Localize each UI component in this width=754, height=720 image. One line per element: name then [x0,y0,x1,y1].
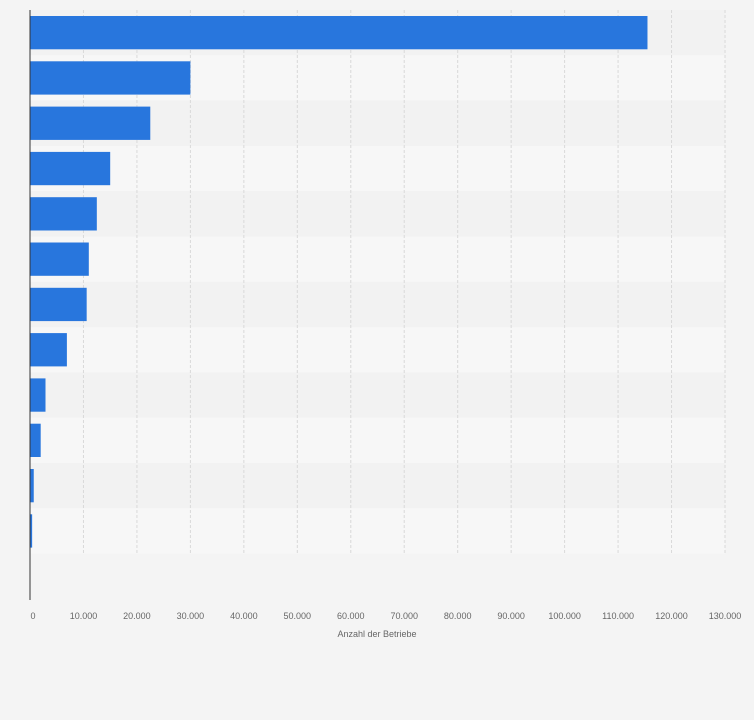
x-tick-label: 40.000 [230,611,258,621]
bar [30,197,97,231]
x-tick-label: 110.000 [602,611,634,621]
bar [30,378,46,412]
row-band [30,281,725,328]
x-tick-label: 120.000 [655,611,688,621]
x-tick-label: 80.000 [444,611,472,621]
gridlines [82,10,726,554]
x-tick-label: 90.000 [497,611,525,621]
x-tick-label: 0 [30,611,35,621]
bar [30,151,111,186]
bar [30,287,87,322]
x-tick-label: 60.000 [337,611,365,621]
x-tick-labels: 0 10.000 20.000 30.000 40.000 50.000 60.000 70.… [30,611,741,621]
row-band [30,463,725,509]
row-band [30,236,725,282]
bar [30,333,67,367]
x-tick-label: 30.000 [177,611,205,621]
row-band [30,372,725,418]
x-tick-label: 130.000 [709,611,742,621]
bar [30,106,151,140]
row-band [30,327,725,373]
bars [30,16,648,548]
bar [30,423,41,457]
row-bands [30,10,725,554]
row-band [30,508,725,554]
row-band [30,417,725,463]
x-tick-label: 20.000 [123,611,151,621]
bar [30,242,89,276]
x-tick-label: 100.000 [548,611,581,621]
bar [30,469,34,503]
bar [30,514,33,548]
x-axis-title: Anzahl der Betriebe [337,629,416,639]
bar [30,61,191,95]
x-tick-label: 50.000 [284,611,312,621]
x-tick-label: 70.000 [390,611,418,621]
row-band [30,145,725,192]
bar [30,16,648,50]
row-band [30,191,725,237]
x-tick-label: 10.000 [70,611,98,621]
